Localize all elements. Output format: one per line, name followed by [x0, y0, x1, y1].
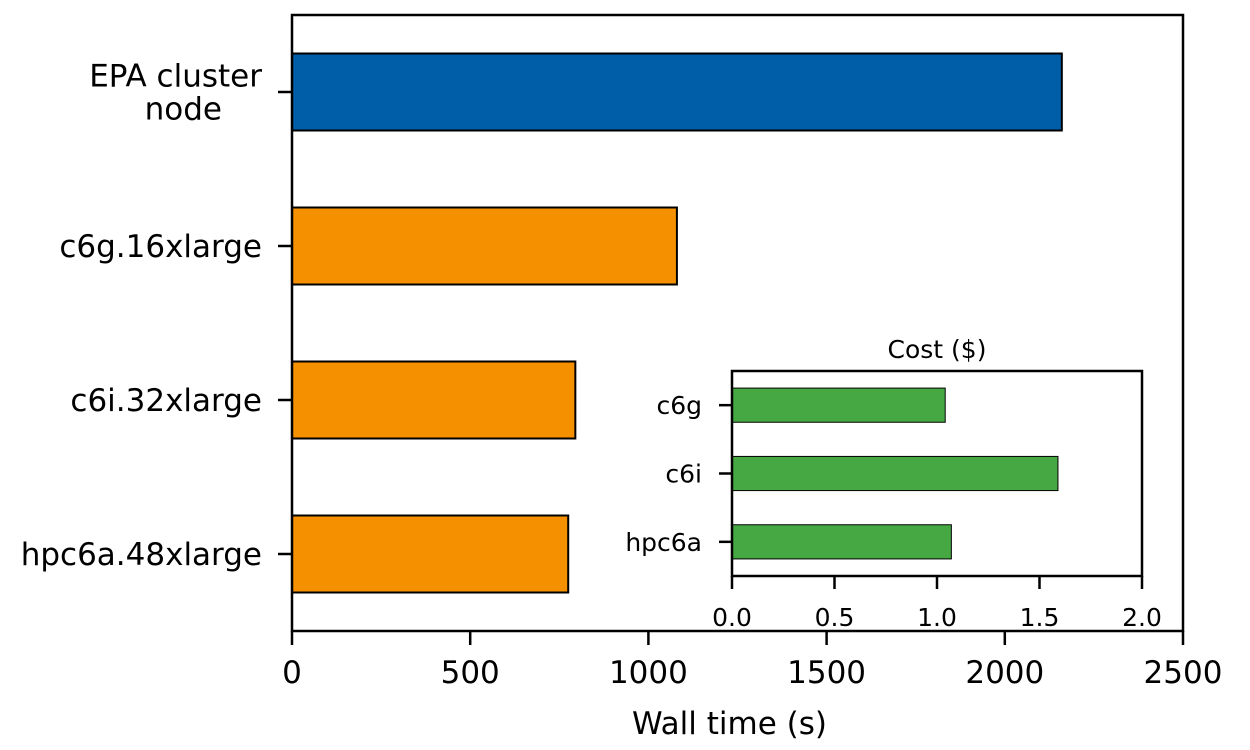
main-plot-frame	[290, 13, 1185, 633]
inset-x-tick-label-1-0: 1.0	[917, 603, 957, 632]
inset-y-tick-label-hpc6a: hpc6a	[625, 528, 702, 557]
inset-title: Cost ($)	[888, 335, 987, 364]
inset-y-tick-label-c6g: c6g	[656, 391, 702, 420]
y-tick-label-hpc6a-48xlarge: hpc6a.48xlarge	[21, 537, 262, 573]
bar-epa-cluster-node	[291, 52, 1063, 132]
cost-inset: c6g c6i hpc6a 0.0 0.5 1.0 1.5 2.0 Cost ($)	[625, 335, 1162, 632]
inset-bar-c6i	[731, 455, 1059, 492]
inset-x-tick-label-0-0: 0.0	[712, 603, 752, 632]
x-tick-label-2000: 2000	[965, 655, 1044, 691]
inset-bar-hpc6a	[731, 524, 952, 560]
bar-c6g-16xlarge	[291, 206, 678, 286]
x-tick-label-1500: 1500	[787, 655, 866, 691]
inset-y-tick-label-c6i: c6i	[665, 460, 702, 489]
y-tick-label-epa-cluster-node: EPA cluster node	[89, 59, 262, 128]
x-tick-label-1000: 1000	[609, 655, 688, 691]
x-axis-label: Wall time (s)	[632, 706, 827, 742]
bar-hpc6a-48xlarge	[291, 514, 570, 594]
main-bars	[291, 52, 1063, 594]
inset-x-tick-label-1-5: 1.5	[1020, 603, 1060, 632]
x-tick-label-0: 0	[282, 655, 302, 691]
x-tick-label-2500: 2500	[1144, 655, 1223, 691]
inset-x-tick-label-0-5: 0.5	[815, 603, 855, 632]
main-axes: EPA cluster node c6g.16xlarge c6i.32xlarge h…	[21, 13, 1223, 742]
y-tick-label-c6i-32xlarge: c6i.32xlarge	[70, 383, 262, 419]
inset-x-tick-label-2-0: 2.0	[1122, 603, 1162, 632]
x-tick-label-500: 500	[441, 655, 500, 691]
y-tick-label-c6g-16xlarge: c6g.16xlarge	[59, 229, 262, 265]
inset-bar-c6g	[731, 387, 946, 423]
bar-c6i-32xlarge	[291, 360, 577, 440]
